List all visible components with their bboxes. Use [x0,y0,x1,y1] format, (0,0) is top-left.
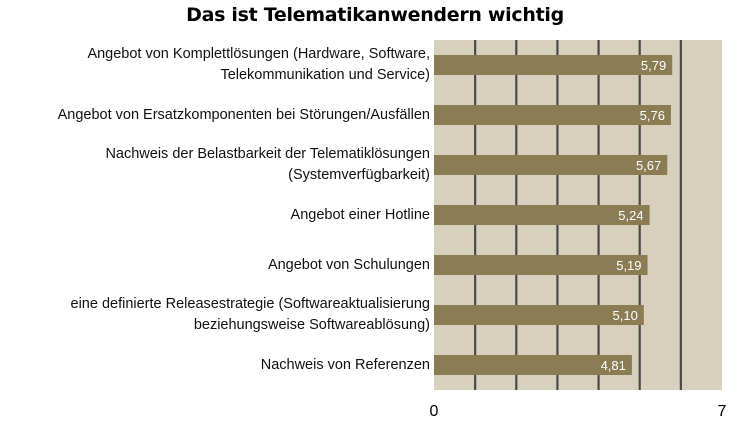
bar-value-label: 5,79 [641,58,666,73]
category-label: Angebot von Ersatzkomponenten bei Störun… [57,106,430,123]
bar-value-label: 5,76 [640,108,665,123]
bar [434,305,644,325]
category-label: Angebot von Komplettlösungen (Hardware, … [87,46,430,83]
bar-value-label: 5,67 [636,158,661,173]
bar-value-label: 5,24 [618,208,643,223]
category-label: eine definierte Releasestrategie (Softwa… [70,296,430,333]
category-label: Angebot einer Hotline [290,206,430,223]
category-labels: Angebot von Komplettlösungen (Hardware, … [57,46,430,373]
bar [434,355,632,375]
bar [434,205,650,225]
category-label: Angebot von Schulungen [267,256,430,273]
plot-area: 5,79 5,76 5,67 5,24 5,19 5,10 4,81 [434,40,722,390]
bar-value-label: 5,10 [613,308,638,323]
bar-value-label: 5,19 [616,258,641,273]
bar [434,55,673,75]
x-tick-label: 7 [718,403,727,420]
chart-title: Das ist Telematikanwendern wichtig [186,4,564,26]
bar [434,255,648,275]
category-label: Nachweis von Referenzen [260,356,430,373]
x-tick-label: 0 [430,403,439,420]
bar [434,105,671,125]
bar-value-label: 4,81 [601,358,626,373]
bar [434,155,668,175]
category-label: Nachweis der Belastbarkeit der Telematik… [105,146,430,183]
